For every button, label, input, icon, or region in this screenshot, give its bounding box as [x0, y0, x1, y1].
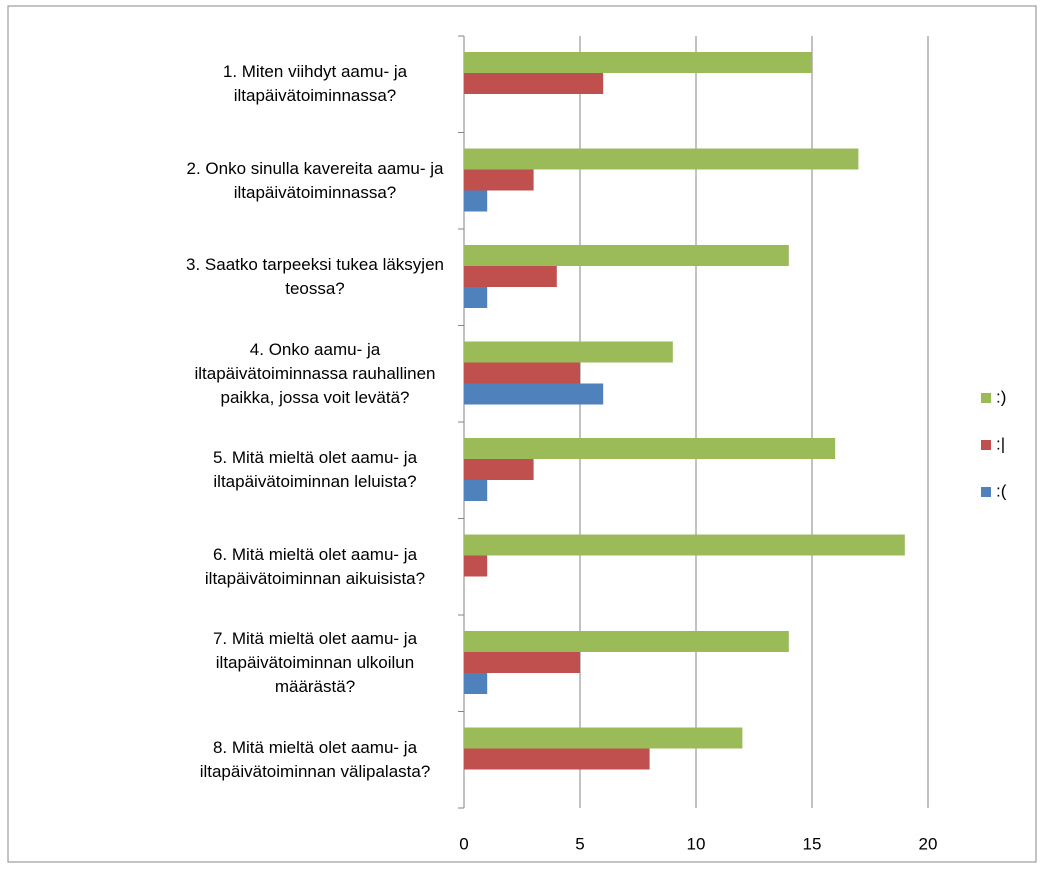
category-label: 6. Mitä mieltä olet aamu- ja iltapäiväto… — [204, 544, 426, 588]
bar — [464, 287, 488, 308]
legend-label: :) — [996, 387, 1006, 406]
bar — [464, 341, 673, 363]
category-label: 5. Mitä mieltä olet aamu- ja iltapäiväto… — [212, 448, 418, 492]
bar — [464, 245, 789, 266]
bar — [464, 438, 836, 459]
legend-label: :( — [996, 481, 1007, 500]
legend-swatch — [981, 393, 991, 403]
category-label: 2. Onko sinulla kavereita aamu- ja iltap… — [186, 158, 444, 202]
category-label: 4. Onko aamu- ja iltapäivätoiminnassa ra… — [194, 339, 436, 407]
x-tick-label: 20 — [919, 834, 938, 853]
bar — [464, 362, 580, 384]
category-label: 3. Saatko tarpeeksi tukea läksyjen teoss… — [186, 255, 444, 299]
legend-label: :| — [996, 434, 1005, 453]
bar — [464, 383, 604, 405]
legend-swatch — [981, 487, 991, 497]
x-tick-label: 0 — [459, 834, 468, 853]
x-tick-label: 15 — [803, 834, 822, 853]
bar — [464, 555, 488, 577]
bar — [464, 459, 534, 480]
bar — [464, 190, 488, 212]
bar — [464, 169, 534, 191]
bar — [464, 52, 812, 73]
chart-border — [7, 5, 1037, 863]
legend-swatch — [981, 440, 991, 450]
category-label: 8. Mitä mieltä olet aamu- ja iltapäiväto… — [199, 737, 431, 781]
bar — [464, 727, 743, 749]
bar — [464, 266, 557, 287]
bar — [464, 534, 905, 556]
bar — [464, 73, 604, 94]
bar — [464, 673, 488, 694]
x-tick-label: 5 — [575, 834, 584, 853]
bar — [464, 652, 580, 673]
x-tick-label: 10 — [687, 834, 706, 853]
category-label: 1. Miten viihdyt aamu- ja iltapäivätoimi… — [222, 62, 408, 106]
bar — [464, 631, 789, 652]
bar — [464, 480, 488, 501]
bar — [464, 748, 650, 770]
bar — [464, 148, 859, 170]
category-label: 7. Mitä mieltä olet aamu- ja iltapäiväto… — [212, 629, 418, 697]
